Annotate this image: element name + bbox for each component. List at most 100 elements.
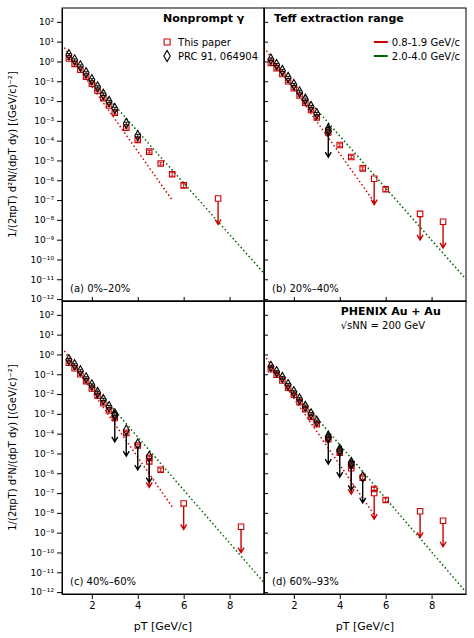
y-axis-line xyxy=(62,302,63,595)
x-tick-label: 2 xyxy=(89,600,95,611)
data-point xyxy=(112,103,118,113)
x-tick: 8 xyxy=(429,594,435,611)
data-point xyxy=(169,172,174,177)
upper-limit-arrow xyxy=(360,480,366,503)
y-tick-mark xyxy=(57,315,62,316)
y-tick-label: 10⁻¹⁰ xyxy=(31,548,55,558)
x-tick-mark xyxy=(184,297,185,301)
upper-limit-point xyxy=(371,490,376,495)
y-tick-mark xyxy=(264,374,268,375)
y-tick xyxy=(264,279,268,280)
upper-limit-arrow xyxy=(325,134,331,157)
y-axis xyxy=(264,9,268,302)
y-tick-label: 10⁻⁷ xyxy=(34,488,54,498)
error-bar xyxy=(309,413,313,416)
x-tick-mark xyxy=(432,297,433,301)
upper-limit-arrow xyxy=(181,506,187,529)
y-tick-mark xyxy=(57,493,62,494)
data-point xyxy=(268,361,274,371)
panel-annotation: PHENIX Au + Au xyxy=(341,305,441,318)
upper-limit-arrow xyxy=(123,433,129,456)
data-point xyxy=(77,366,83,376)
panel: 2468pT [GeV/c](d) 60%–93%PHENIX Au + Au√… xyxy=(264,301,467,633)
error-bar xyxy=(298,91,302,93)
error-bar xyxy=(101,398,105,400)
upper-limit-arrow xyxy=(417,217,423,240)
upper-limit-point xyxy=(417,509,422,514)
upper-limit-arrow xyxy=(440,524,446,547)
error-bar xyxy=(275,63,279,65)
x-tick-label: 6 xyxy=(383,600,389,611)
error-bar xyxy=(338,144,342,147)
x-tick: 6 xyxy=(181,594,187,611)
y-tick: 10⁻¹ xyxy=(34,370,62,380)
panel-annotation: Teff extraction range xyxy=(274,12,404,25)
y-tick-label: 10⁻¹² xyxy=(31,587,55,597)
upper-limit-arrow xyxy=(371,182,377,205)
x-tick-mark xyxy=(294,297,295,301)
y-tick: 10⁻² xyxy=(34,96,62,106)
error-bar xyxy=(107,406,111,408)
y-tick-mark xyxy=(57,354,62,355)
legend: 0.8-1.9 GeV/c2.0-4.0 GeV/c xyxy=(374,37,460,62)
error-bar xyxy=(315,420,319,422)
upper-limit-arrow xyxy=(112,419,118,442)
x-tick-mark xyxy=(230,297,231,301)
x-tick xyxy=(230,297,231,301)
y-tick xyxy=(264,513,268,514)
error-bar xyxy=(303,405,307,407)
error-bar xyxy=(280,69,284,71)
x-tick xyxy=(386,297,387,301)
x-tick-mark xyxy=(92,594,93,599)
fit-line xyxy=(294,84,466,280)
y-tick xyxy=(264,81,268,82)
y-tick-mark xyxy=(57,434,62,435)
data-point xyxy=(279,65,285,75)
y-tick-label: 10⁻³ xyxy=(34,116,54,126)
error-bar xyxy=(170,173,174,176)
y-tick: 10⁰ xyxy=(39,350,62,360)
legend-swatch xyxy=(164,39,170,45)
error-bar xyxy=(292,391,296,393)
data-point xyxy=(308,101,314,111)
x-axis-title: pT [GeV/c] xyxy=(336,620,394,633)
y-tick-mark xyxy=(264,572,268,573)
x-tick-mark xyxy=(386,594,387,599)
upper-limit-arrow xyxy=(146,460,152,483)
x-tick xyxy=(432,297,433,301)
error-bar xyxy=(349,156,353,159)
y-tick-label: 10⁻⁹ xyxy=(34,235,54,245)
error-bar xyxy=(286,384,290,386)
y-tick-mark xyxy=(57,299,62,300)
panel-label: (d) 60%–93% xyxy=(272,576,339,587)
upper-limit-arrow xyxy=(417,514,423,537)
upper-limit-arrow xyxy=(440,225,446,248)
y-tick-label: 10⁻¹ xyxy=(34,77,54,87)
marks xyxy=(64,351,264,583)
y-tick xyxy=(264,22,268,23)
y-tick: 10⁻⁶ xyxy=(34,469,62,479)
panel-label: (c) 40%–60% xyxy=(70,576,136,587)
y-tick-mark xyxy=(57,533,62,534)
x-tick xyxy=(92,297,93,301)
x-tick-mark xyxy=(92,297,93,301)
y-axis-title: 1/(2πpT) d²N/(dpT dy) [(GeV/c)⁻²] xyxy=(7,364,18,531)
y-tick: 10⁻⁸ xyxy=(34,508,62,518)
y-tick-mark xyxy=(57,141,62,142)
y-tick: 10⁻⁴ xyxy=(34,429,62,439)
y-tick-label: 10⁻⁵ xyxy=(34,156,54,166)
y-tick-mark xyxy=(264,434,268,435)
data-point xyxy=(89,380,95,390)
x-tick-label: 2 xyxy=(291,600,297,611)
x-tick xyxy=(184,297,185,301)
data-point xyxy=(291,387,297,397)
plot-frame xyxy=(264,8,466,301)
y-tick: 10⁻³ xyxy=(34,116,62,126)
y-axis: 10⁻¹²10⁻¹¹10⁻¹⁰10⁻⁹10⁻⁸10⁻⁷10⁻⁶10⁻⁵10⁻⁴1… xyxy=(31,9,63,305)
fit-line xyxy=(266,358,374,515)
y-tick-mark xyxy=(264,42,268,43)
x-tick-mark xyxy=(386,297,387,301)
error-bar xyxy=(384,498,388,502)
y-tick-mark xyxy=(57,240,62,241)
y-tick-label: 10⁻² xyxy=(34,96,54,106)
